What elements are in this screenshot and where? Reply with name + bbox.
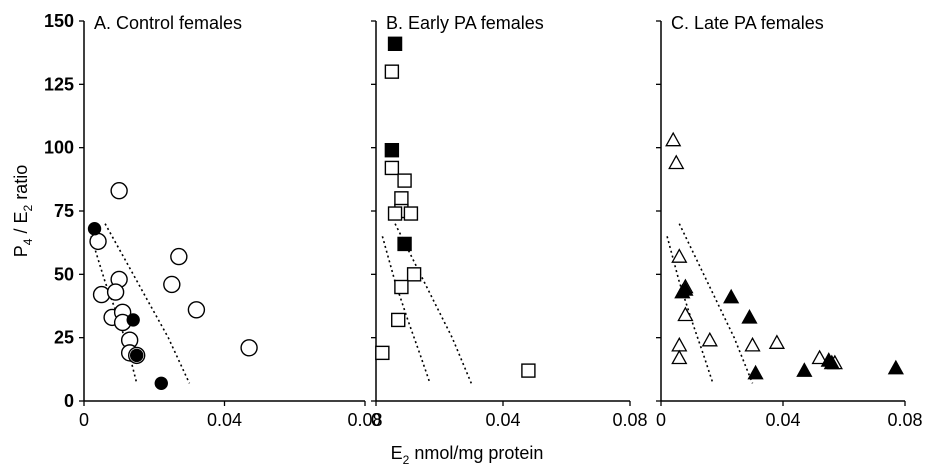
open-square-point [394, 279, 409, 295]
x-tick-label: 0.04 [207, 410, 242, 430]
filled-triangle-point [887, 359, 904, 375]
filled-triangle-point [741, 309, 758, 324]
points-layer [87, 36, 904, 390]
y-axis-title: P4 / E2 ratio [11, 165, 35, 257]
filled-square-point [397, 236, 412, 252]
x-tick-label: 0.08 [887, 410, 922, 430]
y-tick-label: 100 [44, 138, 74, 158]
y-tick-label: 25 [54, 328, 74, 348]
x-tick-label: 0.04 [765, 410, 800, 430]
x-tick-label: 0.04 [485, 410, 520, 430]
x-tick-label: 0 [656, 410, 666, 430]
filled-triangle-point [796, 362, 813, 377]
filled-triangle-point [674, 283, 691, 299]
open-square-point [387, 206, 403, 221]
curves-layer [90, 223, 754, 384]
open-circle-point [187, 301, 206, 319]
open-triangle-point [744, 336, 761, 352]
filled-circle-point [87, 222, 102, 236]
open-square-point [391, 312, 406, 328]
open-triangle-point [665, 131, 682, 147]
y-tick-label: 0 [64, 391, 74, 411]
x-tick-label: 0 [79, 410, 89, 430]
filled-square-point [384, 142, 400, 158]
panel-title: A. Control females [94, 13, 242, 33]
open-circle-point [92, 285, 111, 304]
x-tick-label: 0.08 [347, 410, 382, 430]
open-square-point [397, 173, 412, 188]
open-triangle-point [671, 248, 688, 263]
dotted-curve-lower [666, 236, 714, 384]
open-triangle-point [811, 349, 828, 365]
y-tick-label: 125 [44, 74, 74, 94]
dotted-curve-upper [104, 223, 191, 384]
filled-circle-point [154, 376, 168, 390]
open-square-point [375, 345, 390, 361]
filled-circle-point [126, 313, 140, 327]
open-circle-point [110, 182, 128, 200]
filled-triangle-point [747, 364, 764, 380]
filled-triangle-point [823, 354, 840, 370]
dotted-curve-lower [381, 236, 431, 384]
panel-title: C. Late PA females [671, 13, 824, 33]
open-square-point [384, 64, 400, 79]
open-square-point [394, 191, 409, 206]
text-layer: 0 25 50 75 100 125 150 0 0.04 0.08 A. Control fema… [11, 11, 923, 467]
open-circle-point [89, 232, 107, 251]
filled-square-point [387, 36, 403, 51]
open-triangle-point [671, 349, 688, 365]
open-square-point [384, 160, 400, 176]
y-tick-label: 150 [44, 11, 74, 31]
x-axis-title: E2 nmol/mg protein [391, 443, 544, 467]
open-triangle-point [768, 334, 786, 349]
open-square-point [406, 267, 422, 282]
open-triangle-point [677, 306, 694, 322]
open-triangle-point [671, 336, 688, 352]
filled-triangle-point [723, 288, 740, 304]
y-tick-label: 75 [54, 201, 74, 221]
open-triangle-point [668, 154, 685, 170]
x-tick-label: 0 [371, 410, 381, 430]
axes-layer [79, 20, 906, 406]
panel-title: B. Early PA females [386, 13, 544, 33]
y-tick-label: 50 [54, 264, 74, 284]
open-square-point [521, 363, 536, 378]
dotted-curve-lower [90, 236, 138, 384]
open-circle-point [240, 339, 258, 357]
filled-circle-point [129, 348, 144, 363]
open-circle-point [163, 275, 181, 294]
open-circle-point [170, 247, 188, 266]
open-square-point [403, 206, 419, 221]
x-tick-label: 0.08 [612, 410, 647, 430]
dotted-curve-upper [678, 223, 754, 384]
open-triangle-point [701, 331, 718, 347]
open-circle-point [106, 283, 125, 301]
